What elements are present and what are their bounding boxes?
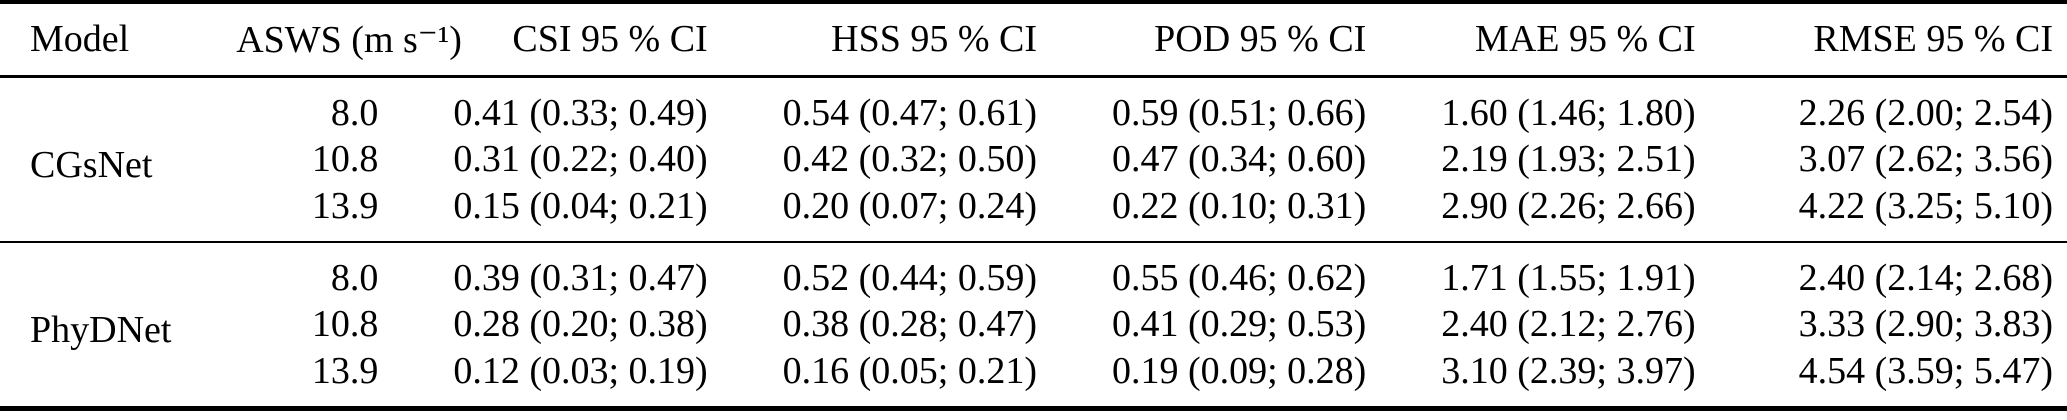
cell-hss: 0.42 (0.32; 0.50) — [782, 138, 1038, 180]
cell-pod: 0.47 (0.34; 0.60) — [1111, 138, 1367, 180]
cell-mae: 2.19 (1.93; 2.51) — [1441, 138, 1696, 180]
group-cgsnet: CGsNet 8.0 0.41 (0.33; 0.49) 0.54 (0.47;… — [0, 76, 2067, 242]
cell-csi: 0.15 (0.04; 0.21) — [453, 184, 708, 227]
cell-csi: 0.12 (0.03; 0.19) — [453, 349, 708, 392]
cell-rmse: 4.22 (3.25; 5.10) — [1798, 184, 2053, 227]
col-header-csi: CSI 95 % CI — [420, 2, 750, 78]
cell-asws: 10.8 — [311, 138, 379, 180]
model-name: PhyDNet — [30, 309, 172, 351]
cell-asws: 8.0 — [330, 91, 379, 134]
table-row: 13.9 0.12 (0.03; 0.19) 0.16 (0.05; 0.21)… — [0, 348, 2067, 409]
col-header-model: Model — [0, 2, 236, 78]
header-row: Model ASWS (m s⁻¹) CSI 95 % CI HSS 95 % … — [0, 2, 2067, 78]
table-row: PhyDNet 8.0 0.39 (0.31; 0.47) 0.52 (0.44… — [0, 242, 2067, 352]
metrics-table: Model ASWS (m s⁻¹) CSI 95 % CI HSS 95 % … — [0, 0, 2067, 411]
cell-pod: 0.19 (0.09; 0.28) — [1111, 349, 1367, 392]
table-row: 10.8 0.31 (0.22; 0.40) 0.42 (0.32; 0.50)… — [0, 136, 2067, 183]
cell-asws: 10.8 — [311, 303, 379, 345]
cell-mae: 2.40 (2.12; 2.76) — [1441, 303, 1696, 345]
table-row: 13.9 0.15 (0.04; 0.21) 0.20 (0.07; 0.24)… — [0, 183, 2067, 242]
cell-mae: 1.60 (1.46; 1.80) — [1441, 91, 1696, 134]
cell-hss: 0.38 (0.28; 0.47) — [782, 303, 1038, 345]
col-header-rmse: RMSE 95 % CI — [1737, 2, 2067, 78]
cell-mae: 3.10 (2.39; 3.97) — [1441, 349, 1696, 392]
cell-hss: 0.54 (0.47; 0.61) — [782, 91, 1038, 134]
cell-csi: 0.28 (0.20; 0.38) — [453, 303, 708, 345]
cell-rmse: 3.07 (2.62; 3.56) — [1798, 138, 2053, 180]
cell-pod: 0.59 (0.51; 0.66) — [1111, 91, 1367, 134]
col-header-hss: HSS 95 % CI — [749, 2, 1080, 78]
cell-asws: 13.9 — [311, 349, 379, 392]
table-row: 10.8 0.28 (0.20; 0.38) 0.38 (0.28; 0.47)… — [0, 301, 2067, 348]
col-header-asws: ASWS (m s⁻¹) — [235, 2, 462, 78]
table-row: CGsNet 8.0 0.41 (0.33; 0.49) 0.54 (0.47;… — [0, 76, 2067, 187]
cell-hss: 0.20 (0.07; 0.24) — [782, 184, 1038, 227]
model-name: CGsNet — [30, 144, 153, 186]
cell-mae: 1.71 (1.55; 1.91) — [1441, 256, 1696, 299]
cell-rmse: 3.33 (2.90; 3.83) — [1798, 303, 2053, 345]
cell-csi: 0.31 (0.22; 0.40) — [453, 138, 708, 180]
col-header-pod: POD 95 % CI — [1079, 2, 1409, 78]
cell-pod: 0.22 (0.10; 0.31) — [1111, 184, 1367, 227]
cell-asws: 13.9 — [311, 184, 379, 227]
cell-asws: 8.0 — [330, 256, 379, 299]
cell-pod: 0.55 (0.46; 0.62) — [1111, 256, 1367, 299]
cell-hss: 0.52 (0.44; 0.59) — [782, 256, 1038, 299]
cell-mae: 2.90 (2.26; 2.66) — [1441, 184, 1696, 227]
cell-hss: 0.16 (0.05; 0.21) — [782, 349, 1038, 392]
group-phydnet: PhyDNet 8.0 0.39 (0.31; 0.47) 0.52 (0.44… — [0, 241, 2067, 409]
cell-rmse: 2.26 (2.00; 2.54) — [1798, 91, 2053, 134]
cell-csi: 0.41 (0.33; 0.49) — [453, 91, 708, 134]
cell-pod: 0.41 (0.29; 0.53) — [1111, 303, 1367, 345]
cell-rmse: 4.54 (3.59; 5.47) — [1798, 349, 2053, 392]
cell-rmse: 2.40 (2.14; 2.68) — [1798, 256, 2053, 299]
cell-csi: 0.39 (0.31; 0.47) — [453, 256, 708, 299]
col-header-mae: MAE 95 % CI — [1408, 2, 1738, 78]
